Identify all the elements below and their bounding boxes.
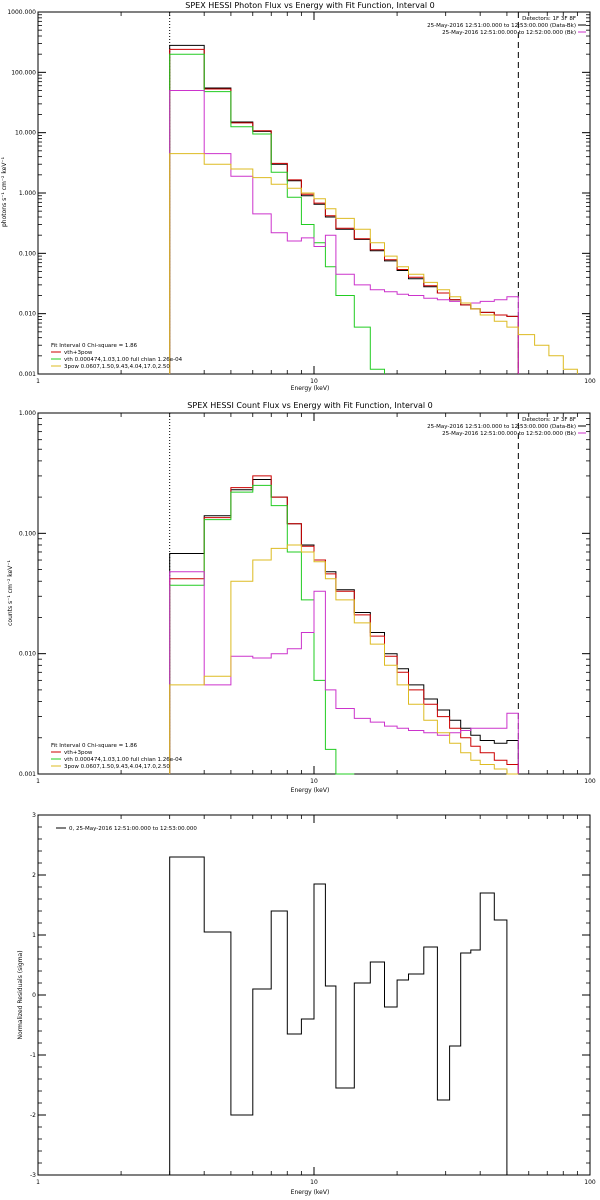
photon-xtick-label: 10: [310, 378, 318, 385]
count-legend-entry: 3pow 0.0607,1.50,9.43,4.04,17.0,2.50: [64, 764, 170, 770]
photon-ytick-label: 100.000: [11, 69, 36, 76]
photon-series-yellow: [169, 153, 578, 374]
photon-ytick-label: 1000.000: [7, 9, 36, 16]
photon-series-red: [169, 48, 519, 374]
resid-ytick-label: 1: [32, 932, 36, 939]
resid-xtick-label: 100: [584, 1179, 596, 1186]
resid-ytick-label: 0: [32, 992, 36, 999]
count-series-green: [169, 484, 355, 775]
photon-ytick-label: 10.000: [15, 130, 36, 137]
photon-legend-entry: vth 0.000474,1.03,1.00 full chian 1.26e-…: [64, 357, 183, 363]
count-series-black: [169, 479, 519, 774]
resid-xtick-label: 1: [36, 1179, 40, 1186]
photon-ylabel: photons s⁻¹ cm⁻² keV⁻¹: [1, 156, 8, 227]
resid-ytick-label: -3: [30, 1172, 36, 1179]
count-ytick-label: 0.100: [19, 530, 36, 537]
count-legend-entry: Detectors: 1F 3F 8F: [522, 417, 576, 423]
resid-ytick-label: 2: [32, 872, 36, 879]
count-legend-entry: vth 0.000474,1.03,1.00 full chian 1.26e-…: [64, 757, 183, 763]
photon-xlabel: Energy (keV): [291, 385, 330, 392]
photon-xtick-label: 100: [584, 378, 596, 385]
photon-fit-info: Fit Interval 0 Chi-square = 1.86: [51, 343, 138, 349]
photon-ytick-label: 0.100: [19, 250, 36, 257]
resid-series-black: [169, 856, 519, 1176]
photon-legend-entry: Detectors: 1F 3F 8F: [522, 16, 576, 22]
count-fit-info: Fit Interval 0 Chi-square = 1.86: [51, 743, 138, 749]
count-xtick-label: 1: [36, 778, 40, 785]
resid-xlabel: Energy (keV): [291, 1189, 330, 1196]
photon-series-black: [169, 44, 519, 374]
photon-series-green: [169, 53, 385, 374]
photon-xtick-label: 1: [36, 378, 40, 385]
resid-xtick-label: 10: [310, 1179, 318, 1186]
count-ytick-label: 1.000: [19, 410, 36, 417]
photon-legend-entry: 3pow 0.0607,1.50,9.43,4.04,17.0,2.50: [64, 364, 170, 370]
photon-title: SPEX HESSI Photon Flux vs Energy with Fi…: [185, 1, 435, 10]
count-xlabel: Energy (keV): [291, 787, 330, 794]
count-legend-entry: 25-May-2016 12:51:00.000 to 12:52:00.000…: [442, 431, 576, 437]
count-flux-panel: SPEX HESSI Count Flux vs Energy with Fit…: [7, 401, 596, 794]
resid-ytick-label: -1: [30, 1052, 36, 1059]
count-series-yellow: [169, 544, 519, 775]
resid-legend-entry: 0, 25-May-2016 12:51:00.000 to 12:53:00.…: [69, 826, 197, 832]
photon-ytick-label: 1.000: [19, 190, 36, 197]
count-ylabel: counts s⁻¹ cm⁻² keV⁻¹: [7, 560, 14, 626]
photon-ytick-label: 0.001: [19, 371, 36, 378]
photon-flux-panel: SPEX HESSI Photon Flux vs Energy with Fi…: [1, 1, 596, 392]
resid-ytick-label: -2: [30, 1112, 36, 1119]
count-ytick-label: 0.010: [19, 651, 36, 658]
photon-ytick-label: 0.010: [19, 311, 36, 318]
count-series-magenta: [169, 571, 519, 774]
resid-ytick-label: 3: [32, 812, 36, 819]
count-xtick-label: 10: [310, 778, 318, 785]
count-legend-entry: 25-May-2016 12:51:00.000 to 12:53:00.000…: [427, 424, 576, 430]
photon-legend-entry: vth+3pow: [64, 350, 93, 356]
count-series-red: [169, 475, 519, 774]
count-ytick-label: 0.001: [19, 771, 36, 778]
photon-legend-entry: 25-May-2016 12:51:00.000 to 12:53:00.000…: [427, 23, 576, 29]
photon-legend-entry: 25-May-2016 12:51:00.000 to 12:52:00.000…: [442, 30, 576, 36]
count-legend-entry: vth+3pow: [64, 750, 93, 756]
photon-series-magenta: [169, 90, 519, 374]
count-xtick-label: 100: [584, 778, 596, 785]
residuals-panel: Energy (keV) Normalized Residuals (sigma…: [17, 812, 596, 1196]
count-title: SPEX HESSI Count Flux vs Energy with Fit…: [187, 401, 432, 410]
resid-ylabel: Normalized Residuals (sigma): [17, 950, 24, 1039]
